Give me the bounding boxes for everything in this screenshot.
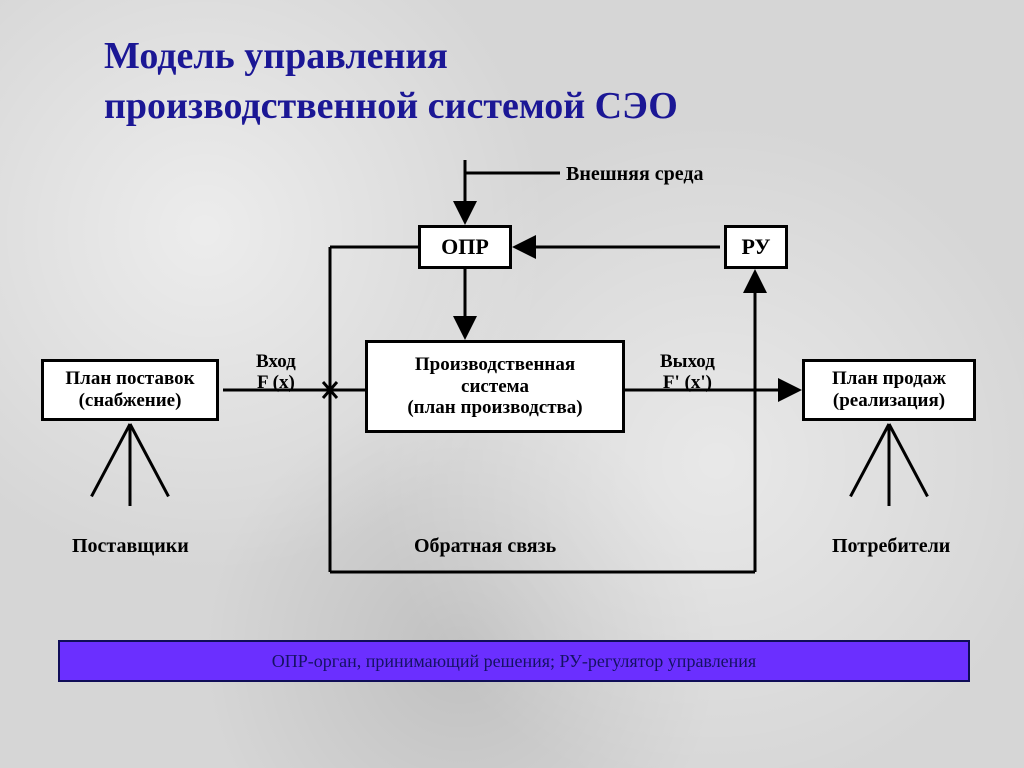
label-input: Вход F (x): [256, 352, 296, 394]
legend-text: ОПР-орган, принимающий решения; РУ-регул…: [272, 651, 756, 672]
label-output: Выход F' (x'): [660, 352, 715, 394]
slide-title-line1: Модель управления: [104, 34, 448, 78]
label-consumers: Потребители: [832, 535, 950, 557]
label-feedback: Обратная связь: [414, 535, 556, 557]
diagram-canvas: Модель управления производственной систе…: [0, 0, 1024, 768]
node-ru: РУ: [724, 225, 788, 269]
slide-title-line2: производственной системой СЭО: [104, 84, 678, 128]
label-environment: Внешняя среда: [566, 163, 704, 185]
label-suppliers: Поставщики: [72, 535, 189, 557]
node-supply-plan: План поставок (снабжение): [41, 359, 219, 421]
legend-footer: ОПР-орган, принимающий решения; РУ-регул…: [58, 640, 970, 682]
node-sales-plan: План продаж (реализация): [802, 359, 976, 421]
node-production: Производственная система (план производс…: [365, 340, 625, 433]
node-opr: ОПР: [418, 225, 512, 269]
